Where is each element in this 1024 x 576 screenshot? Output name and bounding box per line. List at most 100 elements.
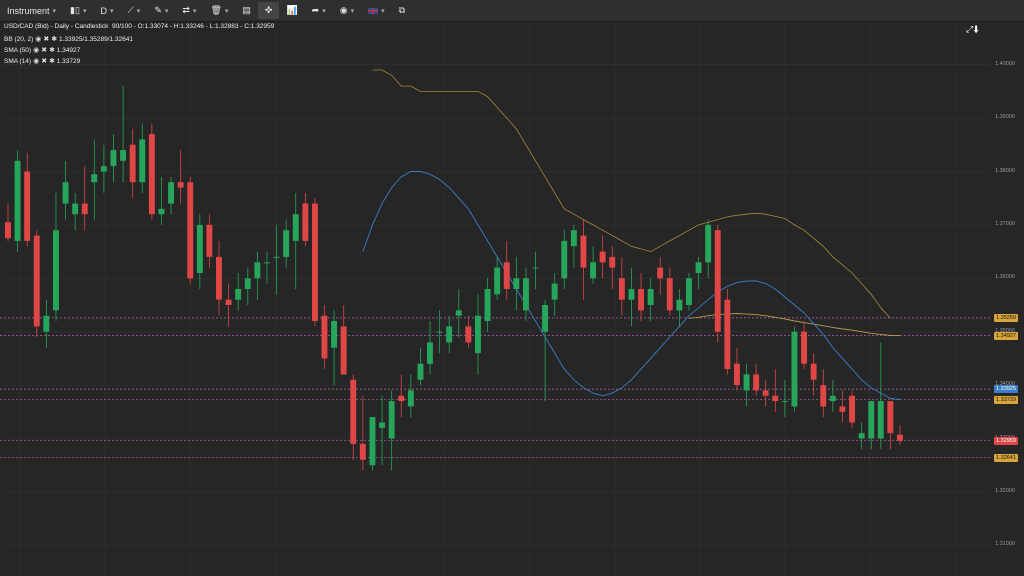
gear-icon[interactable]: ✱: [49, 47, 55, 54]
candle-bull: [254, 262, 261, 279]
candle-bear: [503, 262, 510, 289]
candle-bull: [139, 139, 146, 183]
window-icon[interactable]: ⧉: [398, 5, 406, 15]
candle-bear: [820, 385, 827, 407]
y-tick-label: 1.31000: [995, 541, 1015, 548]
candle-bull: [523, 278, 529, 311]
close-icon[interactable]: ✖: [41, 47, 48, 54]
candle-bear: [714, 230, 721, 332]
chevron-down-icon: ▾: [192, 7, 197, 15]
instrument-dropdown[interactable]: Instrument ▾: [0, 0, 63, 21]
candle-bear: [724, 299, 731, 370]
candle-bull: [570, 230, 577, 247]
candle-bear: [762, 390, 769, 396]
candle-bear: [849, 395, 855, 423]
candle-bear: [609, 256, 616, 268]
candle-bear: [772, 395, 779, 402]
candle-bull: [264, 262, 270, 264]
gear-icon[interactable]: ✱: [49, 58, 55, 65]
candle-bear: [177, 182, 184, 188]
y-tick-label: 1.34000: [995, 381, 1015, 388]
candle-bull: [877, 401, 884, 439]
y-tick-label: 1.32000: [995, 487, 1015, 494]
sma50-line: [688, 313, 900, 336]
candle-bull: [628, 289, 635, 300]
chevron-down-icon: ▾: [381, 7, 385, 15]
candle-bull: [388, 401, 395, 439]
candle-bull: [91, 174, 98, 183]
eye-icon[interactable]: ◉: [35, 36, 42, 43]
candle-bull: [513, 278, 520, 289]
candle-bull: [407, 390, 414, 407]
sma50-value: 1.34927: [56, 46, 81, 54]
candle-bear: [398, 395, 405, 402]
candle-bull: [686, 278, 692, 305]
candle-bull: [331, 321, 337, 348]
candle-bear: [225, 299, 232, 305]
candle-bear: [24, 171, 31, 241]
sma14-line: [362, 171, 901, 400]
instrument-label: Instrument: [7, 5, 50, 16]
candle-bear: [887, 401, 894, 434]
candle-bull: [868, 401, 875, 439]
candle-bull: [542, 305, 548, 332]
price-tag-last: 1.32959: [994, 436, 1018, 445]
candle-bull: [168, 182, 174, 204]
candle-bull: [791, 331, 798, 407]
candle-bear: [897, 434, 903, 441]
candle-bear: [216, 256, 222, 300]
pencil-icon[interactable]: ✎ ▾: [154, 5, 169, 15]
eye-icon[interactable]: ◉ ▾: [339, 5, 355, 15]
chevron-down-icon: ▾: [164, 7, 169, 15]
candle-bull: [436, 331, 443, 333]
share-icon[interactable]: ➦ ▾: [311, 5, 326, 15]
candle-bear: [734, 363, 740, 386]
candle-bear: [465, 326, 472, 343]
chevron-down-icon: ▾: [136, 7, 141, 15]
candle-bull: [72, 203, 79, 215]
candle-bear: [666, 278, 673, 311]
candle-bear: [638, 289, 644, 311]
candlestick-icon[interactable]: ▮▯ ▾: [70, 5, 87, 15]
crosshair-icon[interactable]: ✜: [257, 2, 280, 19]
eye-icon[interactable]: ◉: [33, 58, 40, 65]
fullscreen-icon[interactable]: ⤢⬇: [966, 24, 979, 34]
candle-bull: [235, 289, 242, 300]
candle-bull: [484, 289, 491, 321]
candle-bull: [647, 289, 654, 305]
price-tag-bb-mid: 1.33925: [994, 385, 1018, 394]
y-tick-label: 1.38000: [995, 167, 1015, 174]
trash-icon[interactable]: 🗑 ▾: [210, 5, 229, 15]
uk-flag-icon[interactable]: ▾: [361, 0, 392, 21]
candle-bear: [148, 134, 155, 215]
close-icon[interactable]: ✖: [43, 36, 50, 43]
price-chart[interactable]: [0, 22, 1024, 576]
candle-bull: [695, 262, 702, 273]
candle-bull: [532, 267, 539, 269]
interval-dropdown[interactable]: D ▾: [93, 0, 120, 21]
candle-bull: [53, 230, 59, 311]
close-icon[interactable]: ✖: [41, 58, 48, 65]
draw-line-icon[interactable]: ⟋ ▾: [127, 5, 141, 15]
gear-icon[interactable]: ✱: [51, 36, 58, 43]
candle-bull: [120, 150, 126, 161]
eye-icon[interactable]: ◉: [33, 47, 40, 54]
y-tick-label: 1.40000: [995, 60, 1015, 67]
tools-icon[interactable]: ⇄ ▾: [182, 5, 197, 15]
candle-bear: [302, 203, 309, 241]
chevron-down-icon: ▾: [82, 7, 87, 15]
layout-icon[interactable]: ▤: [242, 5, 251, 15]
candle-bull: [590, 262, 596, 279]
candle-bull: [273, 256, 280, 258]
candle-bear: [350, 379, 357, 444]
legend-bb-row: BB (20, 2) ◉ ✖ ✱ 1.33925/1.35289/1.32641: [4, 35, 133, 44]
candle-bear: [810, 363, 817, 380]
candle-bear: [657, 267, 664, 279]
y-tick-label: 1.37000: [995, 220, 1015, 227]
price-tag-sma50: 1.34927: [994, 331, 1018, 340]
candle-bull: [829, 395, 836, 402]
sma50-name: SMA (50): [4, 46, 32, 54]
indicators-icon[interactable]: 📊: [286, 5, 298, 15]
candle-bear: [187, 182, 194, 279]
candle-bear: [839, 406, 846, 412]
